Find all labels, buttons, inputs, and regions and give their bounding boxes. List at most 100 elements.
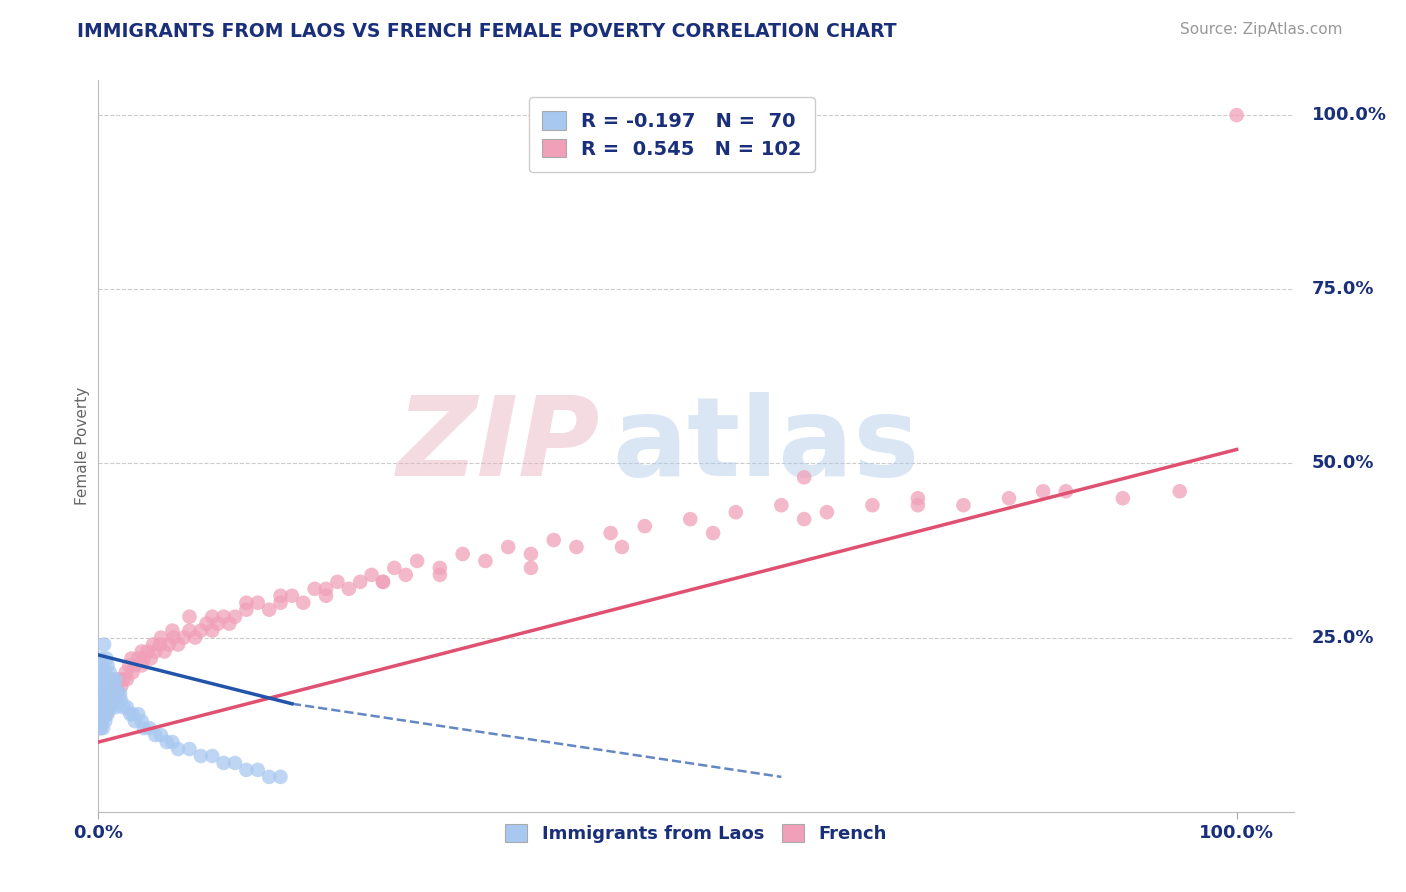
Point: [91, 700, 114, 714]
Point: [90, 700, 112, 714]
Point: [157, 638, 180, 652]
Point: [124, 658, 146, 673]
Point: [96, 679, 118, 693]
Point: [118, 658, 141, 673]
Point: [107, 686, 129, 700]
Point: [110, 679, 132, 693]
Point: [212, 609, 235, 624]
Point: [793, 512, 815, 526]
Point: [257, 770, 280, 784]
Point: [90, 686, 112, 700]
Point: [108, 673, 131, 687]
Point: [90, 658, 112, 673]
Point: [91, 665, 114, 680]
Point: [406, 554, 429, 568]
Point: [114, 665, 136, 680]
Point: [1054, 484, 1077, 499]
Point: [679, 512, 702, 526]
Point: [93, 638, 115, 652]
Point: [998, 491, 1021, 506]
Point: [150, 631, 173, 645]
Point: [96, 693, 118, 707]
Point: [156, 735, 179, 749]
Point: [97, 700, 120, 714]
Point: [120, 707, 142, 722]
Point: [173, 631, 195, 645]
Point: [112, 673, 135, 687]
Point: [112, 700, 135, 714]
Point: [93, 693, 115, 707]
Point: [907, 491, 929, 506]
Point: [281, 589, 304, 603]
Point: [201, 609, 224, 624]
Point: [167, 638, 190, 652]
Point: [131, 714, 153, 728]
Point: [212, 756, 235, 770]
Point: [121, 707, 143, 722]
Point: [90, 693, 112, 707]
Point: [132, 651, 155, 665]
Point: [115, 673, 138, 687]
Point: [139, 651, 162, 665]
Point: [132, 721, 155, 735]
Point: [429, 561, 451, 575]
Point: [382, 561, 405, 575]
Point: [179, 624, 201, 638]
Point: [190, 749, 212, 764]
Point: [127, 707, 149, 722]
Legend: Immigrants from Laos, French: Immigrants from Laos, French: [498, 817, 894, 850]
Point: [270, 596, 292, 610]
Point: [89, 721, 111, 735]
Point: [101, 673, 124, 687]
Point: [543, 533, 565, 547]
Point: [304, 582, 326, 596]
Point: [98, 665, 121, 680]
Point: [793, 470, 815, 484]
Point: [89, 679, 111, 693]
Point: [429, 567, 451, 582]
Point: [207, 616, 229, 631]
Point: [235, 596, 257, 610]
Point: [89, 665, 111, 680]
Point: [395, 567, 418, 582]
Point: [1112, 491, 1135, 506]
Point: [337, 582, 360, 596]
Point: [94, 665, 117, 680]
Point: [98, 693, 121, 707]
Point: [105, 693, 128, 707]
Point: [93, 693, 115, 707]
Point: [224, 756, 246, 770]
Point: [97, 700, 120, 714]
Point: [162, 735, 184, 749]
Point: [90, 673, 112, 687]
Point: [100, 700, 122, 714]
Point: [315, 582, 337, 596]
Point: [235, 603, 257, 617]
Point: [108, 693, 131, 707]
Point: [610, 540, 633, 554]
Point: [246, 763, 269, 777]
Point: [121, 665, 143, 680]
Point: [90, 721, 112, 735]
Point: [96, 686, 118, 700]
Point: [97, 673, 120, 687]
Point: [105, 679, 128, 693]
Point: [907, 498, 929, 512]
Point: [104, 700, 127, 714]
Point: [235, 763, 257, 777]
Point: [184, 631, 207, 645]
Point: [565, 540, 588, 554]
Point: [195, 616, 218, 631]
Point: [110, 693, 132, 707]
Point: [326, 574, 349, 589]
Text: IMMIGRANTS FROM LAOS VS FRENCH FEMALE POVERTY CORRELATION CHART: IMMIGRANTS FROM LAOS VS FRENCH FEMALE PO…: [77, 22, 897, 41]
Point: [98, 693, 121, 707]
Point: [90, 651, 112, 665]
Point: [90, 714, 112, 728]
Point: [136, 644, 159, 658]
Point: [101, 693, 124, 707]
Text: atlas: atlas: [613, 392, 920, 500]
Point: [103, 679, 125, 693]
Point: [190, 624, 212, 638]
Point: [94, 700, 117, 714]
